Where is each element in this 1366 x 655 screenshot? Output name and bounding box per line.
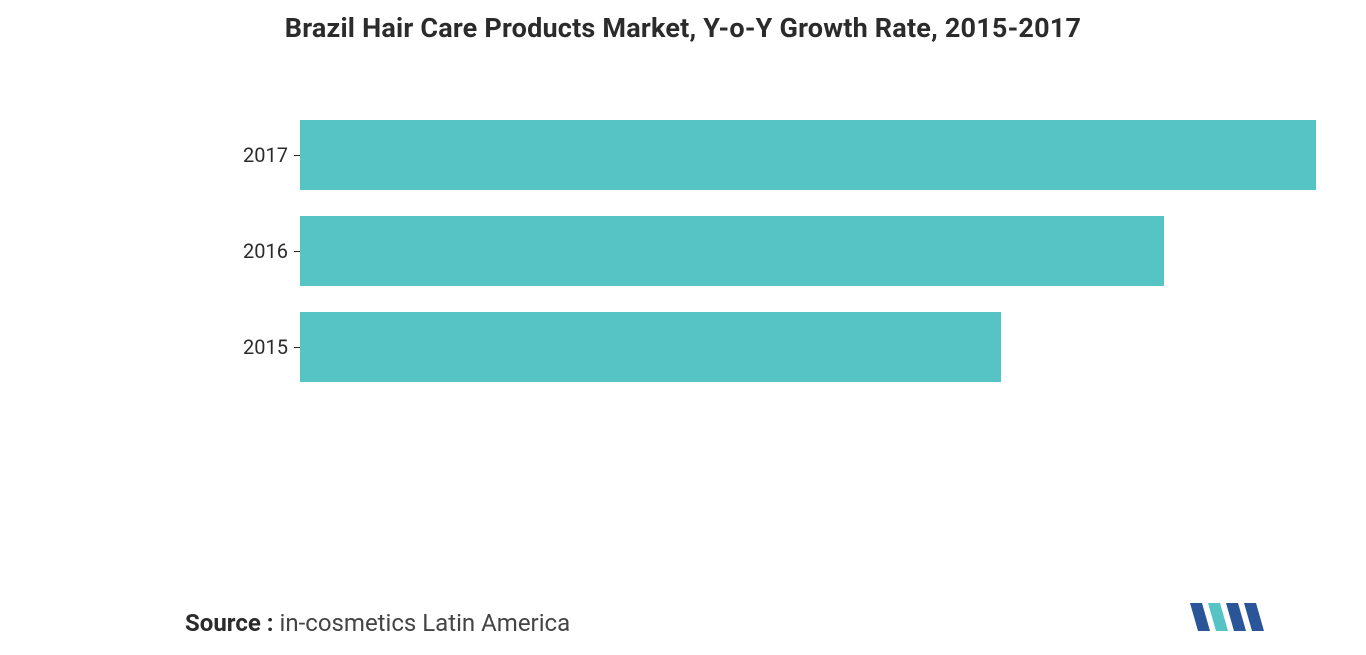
bar-track bbox=[300, 120, 1316, 190]
bar-row: 2017 bbox=[300, 120, 1316, 190]
bar-track bbox=[300, 312, 1316, 382]
chart-plot-area: 2017 2016 2015 bbox=[300, 120, 1316, 450]
source-line: Source : in-cosmetics Latin America bbox=[185, 609, 570, 637]
y-axis-label: 2017 bbox=[243, 143, 288, 167]
logo-bar-3 bbox=[1226, 603, 1246, 631]
logo-bars bbox=[1190, 603, 1264, 631]
y-axis-label: 2016 bbox=[243, 239, 288, 263]
logo-bar-2 bbox=[1208, 603, 1228, 631]
bar-row: 2016 bbox=[300, 216, 1316, 286]
logo-bar-4 bbox=[1244, 603, 1264, 631]
bar-2015 bbox=[300, 312, 1001, 382]
chart-title: Brazil Hair Care Products Market, Y-o-Y … bbox=[0, 0, 1366, 44]
y-axis-label: 2015 bbox=[243, 335, 288, 359]
chart-container: Brazil Hair Care Products Market, Y-o-Y … bbox=[0, 0, 1366, 655]
mi-logo-icon bbox=[1186, 595, 1266, 639]
source-text: in-cosmetics Latin America bbox=[280, 609, 571, 637]
logo-bar-1 bbox=[1190, 603, 1210, 631]
source-label: Source : bbox=[185, 609, 274, 637]
bar-row: 2015 bbox=[300, 312, 1316, 382]
bar-2016 bbox=[300, 216, 1164, 286]
bar-2017 bbox=[300, 120, 1316, 190]
bar-track bbox=[300, 216, 1316, 286]
